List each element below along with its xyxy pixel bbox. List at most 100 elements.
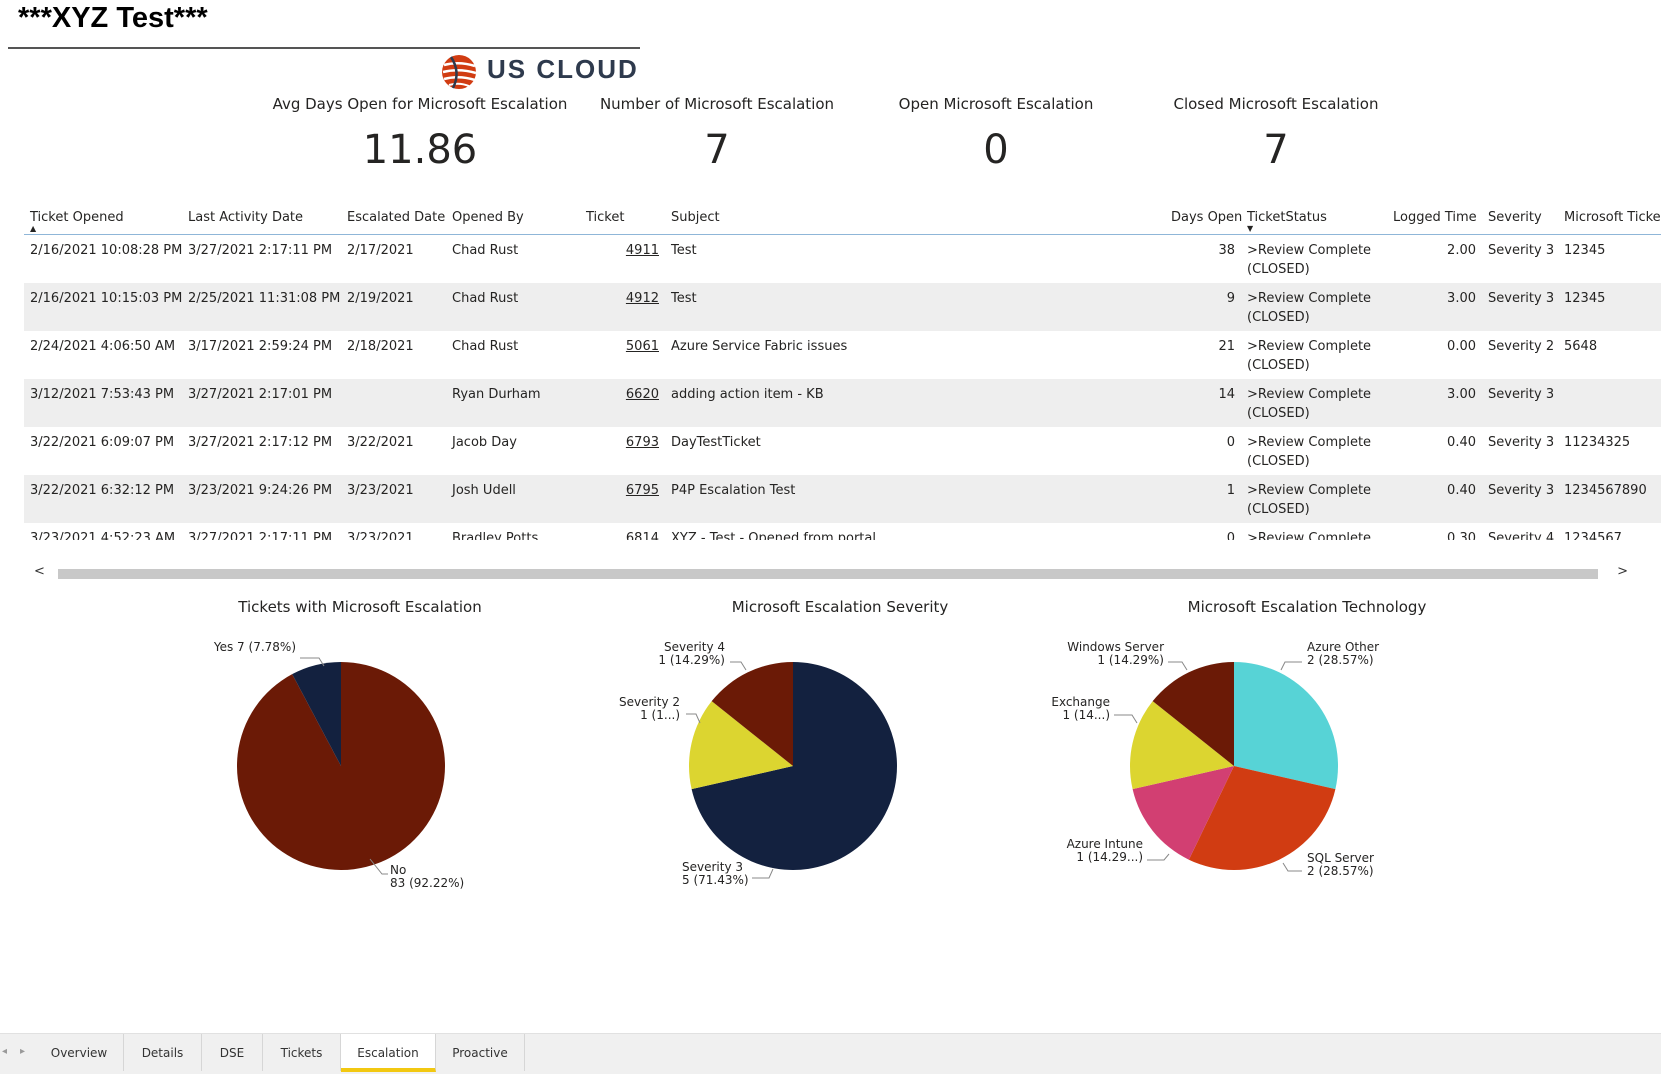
tab-next-icon[interactable]: ▸ xyxy=(20,1046,26,1057)
ticket-link[interactable]: 4912 xyxy=(625,291,659,306)
table-horizontal-scrollbar[interactable]: < > xyxy=(24,564,1644,580)
table-row[interactable]: 2/16/2021 10:08:28 PM 3/27/2021 2:17:11 P… xyxy=(24,235,1661,284)
chart-title: Microsoft Escalation Severity xyxy=(731,598,949,616)
tab-proactive[interactable]: Proactive xyxy=(436,1034,525,1071)
tab-dse[interactable]: DSE xyxy=(202,1034,263,1071)
cell-status: >Review Complete (CLOSED) xyxy=(1241,475,1387,523)
data-label-leader-line xyxy=(1280,661,1302,671)
tab-overview[interactable]: Overview xyxy=(35,1034,124,1071)
pie-chart[interactable]: No 83 (92.22%) Yes 7 (7.78%) xyxy=(210,626,510,926)
title-divider xyxy=(8,47,640,49)
table-row[interactable]: 2/24/2021 4:06:50 AM 3/17/2021 2:59:24 PM… xyxy=(24,331,1661,379)
cell-severity: Severity 3 xyxy=(1488,435,1555,450)
pie-chart[interactable]: Azure Other 2 (28.57%) SQL Server 2 (28.57%… xyxy=(1051,626,1457,926)
cell-logged-time: 2.00 xyxy=(1447,243,1476,258)
cell-ticket-link: 6793 xyxy=(580,427,665,475)
cell-escalated-date: 2/18/2021 xyxy=(347,339,414,354)
cell-escalated-date: 2/17/2021 xyxy=(347,243,414,258)
chart-tickets-with-escalation[interactable]: Tickets with Microsoft Escalation No 83 (… xyxy=(210,598,510,918)
table-row[interactable]: 3/22/2021 6:32:12 PM 3/23/2021 9:24:26 PM… xyxy=(24,475,1661,523)
pie-slice-severity-4[interactable] xyxy=(711,662,793,766)
cell-days-open: 38 xyxy=(1218,243,1235,258)
tab-details[interactable]: Details xyxy=(124,1034,202,1071)
tab-tickets[interactable]: Tickets xyxy=(263,1034,341,1071)
cell-ticket-opened: 3/22/2021 6:32:12 PM xyxy=(24,475,182,523)
cell-status: >Review Complete (CLOSED) xyxy=(1247,435,1372,469)
cell-days-open: 14 xyxy=(1165,379,1241,427)
col-header-subject[interactable]: Subject xyxy=(665,200,1165,235)
escalation-table[interactable]: Ticket Opened ▲ Last Activity Date Escala… xyxy=(24,200,1661,540)
cell-subject: DayTestTicket xyxy=(671,435,761,450)
table-row[interactable]: 3/23/2021 4:52:23 AM 3/27/2021 2:17:11 PM… xyxy=(24,523,1661,540)
cell-microsoft-ticket: 5648 xyxy=(1564,339,1598,354)
tab-escalation[interactable]: Escalation xyxy=(341,1034,436,1072)
cell-microsoft-ticket: 11234325 xyxy=(1564,435,1631,450)
cell-opened-by: Jacob Day xyxy=(452,435,517,450)
cell-opened-by: Ryan Durham xyxy=(446,379,580,427)
pie-slice-exchange[interactable] xyxy=(1130,701,1234,790)
data-label-leader-line xyxy=(752,868,774,879)
cell-escalated-date: 2/19/2021 xyxy=(341,283,446,331)
cell-subject: Test xyxy=(665,283,1165,331)
pie-slice-azure-other[interactable] xyxy=(1234,662,1338,790)
col-header-days-open[interactable]: Days Open xyxy=(1165,200,1242,235)
data-label-leader-line xyxy=(369,858,388,875)
cell-severity: Severity 3 xyxy=(1482,475,1558,523)
col-header-last-activity-date[interactable]: Last Activity Date xyxy=(182,200,341,235)
cell-subject: P4P Escalation Test xyxy=(665,475,1165,523)
col-header-ticket-opened[interactable]: Ticket Opened ▲ xyxy=(24,200,182,235)
table-row[interactable]: 2/16/2021 10:15:03 PM 2/25/2021 11:31:08 … xyxy=(24,283,1661,331)
scrollbar-thumb[interactable] xyxy=(58,569,1598,579)
table-row[interactable]: 3/22/2021 6:09:07 PM 3/27/2021 2:17:12 PM… xyxy=(24,427,1661,475)
cell-subject: XYZ - Test - Opened from portal xyxy=(671,531,876,540)
col-header-escalated-date[interactable]: Escalated Date xyxy=(341,200,446,235)
cell-microsoft-ticket: 12345 xyxy=(1564,243,1606,258)
cell-status: >Review Complete (CLOSED) xyxy=(1247,531,1372,540)
kpi-card-number-of-escalation: Number of Microsoft Escalation 7 xyxy=(597,95,837,173)
ticket-link[interactable]: 6793 xyxy=(625,435,659,450)
kpi-label: Number of Microsoft Escalation xyxy=(599,95,835,113)
kpi-card-avg-days-open: Avg Days Open for Microsoft Escalation 1… xyxy=(270,95,570,173)
table-row[interactable]: 3/12/2021 7:53:43 PM 3/27/2021 2:17:01 PM… xyxy=(24,379,1661,427)
ticket-link[interactable]: 5061 xyxy=(625,339,659,354)
sort-descending-icon: ▼ xyxy=(1247,224,1254,233)
pie-slice-sql-server[interactable] xyxy=(1188,766,1336,870)
chart-escalation-severity[interactable]: Microsoft Escalation Severity Severity 3… xyxy=(619,598,990,918)
sort-ascending-icon: ▲ xyxy=(30,224,37,233)
scroll-left-icon[interactable]: < xyxy=(34,564,45,579)
chart-escalation-technology[interactable]: Microsoft Escalation Technology Azure Ot… xyxy=(1051,598,1457,918)
col-header-ticket[interactable]: Ticket xyxy=(580,200,665,235)
col-header-ticket-status[interactable]: TicketStatus ▼ xyxy=(1241,200,1387,235)
cell-severity: Severity 3 xyxy=(1488,243,1555,258)
cell-ticket-opened: 2/16/2021 10:08:28 PM xyxy=(30,243,183,258)
cell-ticket-link: 4911 xyxy=(580,235,665,284)
ticket-link[interactable]: 6795 xyxy=(625,483,659,498)
pie-slice-yes[interactable] xyxy=(292,662,341,766)
col-header-opened-by[interactable]: Opened By xyxy=(446,200,580,235)
cell-escalated-date: 3/23/2021 xyxy=(341,475,446,523)
pie-slice-severity-3[interactable] xyxy=(691,662,897,870)
cell-severity: Severity 2 xyxy=(1488,339,1555,354)
pie-slice-severity-2[interactable] xyxy=(689,701,793,790)
scroll-right-icon[interactable]: > xyxy=(1617,564,1628,579)
page-tab-bar: ◂ ▸ Overview Details DSE Tickets Escalat… xyxy=(0,1033,1661,1074)
cell-logged-time: 0.00 xyxy=(1447,339,1476,354)
ticket-link[interactable]: 6620 xyxy=(625,387,659,402)
ticket-link[interactable]: 4911 xyxy=(625,243,659,258)
col-header-logged-time[interactable]: Logged Time xyxy=(1387,200,1482,235)
tab-prev-icon[interactable]: ◂ xyxy=(2,1046,8,1057)
cell-logged-time: 3.00 xyxy=(1387,379,1482,427)
col-header-microsoft-ticket[interactable]: Microsoft Ticke xyxy=(1558,200,1661,235)
cell-status: >Review Complete (CLOSED) xyxy=(1241,379,1387,427)
pie-slice-azure-intune[interactable] xyxy=(1132,766,1234,860)
cell-days-open: 0 xyxy=(1226,531,1235,540)
cell-subject: Test xyxy=(671,243,697,258)
ticket-link[interactable]: 6814 xyxy=(625,531,659,540)
report-title: ***XYZ Test*** xyxy=(18,2,208,34)
pie-slice-windows-server[interactable] xyxy=(1152,662,1234,766)
cell-opened-by: Chad Rust xyxy=(452,339,519,354)
col-header-severity[interactable]: Severity xyxy=(1482,200,1558,235)
cell-ticket-opened: 3/23/2021 4:52:23 AM xyxy=(30,531,176,540)
cell-microsoft-ticket: 12345 xyxy=(1558,283,1661,331)
